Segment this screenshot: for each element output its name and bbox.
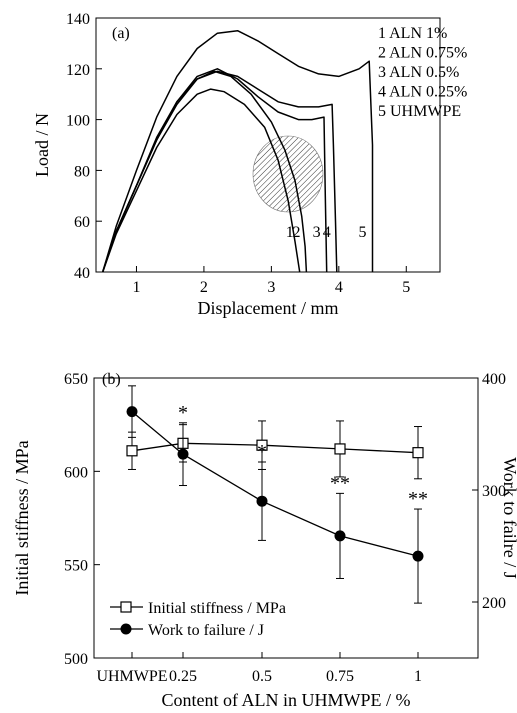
x-axis-label-b: Content of ALN in UHMWPE / % (162, 690, 411, 710)
y2-axis-label-b: Work to failre / J (500, 457, 517, 579)
chart-panel-b: (b) UHMWPE 0.25 0.5 0.75 1 500 550 600 650 200 300… (12, 371, 517, 710)
significance-marker: * (178, 402, 188, 424)
x-tick-label-a: 4 (335, 279, 343, 296)
load-curve (101, 88, 301, 273)
y-tick-label-a: 140 (66, 11, 90, 28)
stiffness-point (412, 447, 424, 459)
y-tick-label-a: 120 (66, 62, 90, 79)
hatched-failure-region (252, 135, 324, 213)
panel-label-b: (b) (102, 371, 121, 388)
load-curve (101, 29, 374, 273)
curve-end-label: 1 (286, 224, 294, 241)
x-tick-label-a: 1 (132, 279, 140, 296)
y-tick-label-b: 600 (64, 464, 88, 481)
stiffness-point (334, 443, 346, 455)
legend-b: Initial stiffness / MPa Work to failure /… (110, 600, 286, 639)
x-tick-label-b: 0.75 (326, 668, 354, 685)
work-point (334, 530, 346, 542)
y-axis-label-b: Initial stiffness / MPa (12, 440, 32, 595)
y-tick-label-b: 650 (64, 371, 88, 388)
legend-entry-a: 5 UHMWPE (378, 103, 461, 120)
panel-label-a: (a) (112, 25, 130, 42)
curve-end-label: 4 (323, 224, 331, 241)
x-tick-label-a: 2 (200, 279, 208, 296)
y-tick-label-a: 100 (66, 113, 90, 130)
x-tick-label-a: 3 (267, 279, 275, 296)
plot-frame-a (95, 17, 441, 273)
legend-entry-a: 3 ALN 0.5% (378, 64, 459, 81)
stiffness-point (126, 445, 138, 457)
y2-tick-label-b: 200 (482, 595, 506, 612)
y-tick-label-a: 80 (74, 163, 90, 180)
y-tick-label-b: 500 (64, 651, 88, 668)
legend-entry-a: 4 ALN 0.25% (378, 84, 467, 101)
legend-a: 1 ALN 1% 2 ALN 0.75% 3 ALN 0.5% 4 ALN 0.25%… (378, 25, 467, 120)
curve-end-label: 5 (359, 224, 367, 241)
work-point (126, 406, 138, 418)
legend-label-work: Work to failure / J (148, 622, 264, 639)
y2-tick-label-b: 300 (482, 483, 506, 500)
curve-end-labels-a: 12 3 4 5 (286, 224, 367, 241)
work-point (256, 495, 268, 507)
y-tick-label-a: 60 (74, 214, 90, 231)
legend-label-stiffness: Initial stiffness / MPa (148, 600, 286, 617)
work-point (412, 550, 424, 562)
load-curve (101, 70, 338, 273)
y-axis-label-a: Load / N (32, 113, 52, 177)
work-point (177, 448, 189, 460)
legend-entry-a: 1 ALN 1% (378, 25, 447, 42)
significance-marker: ** (330, 472, 350, 494)
axis-ticks-b: UHMWPE 0.25 0.5 0.75 1 500 550 600 650 200 300 400 (64, 371, 506, 685)
significance-marker: * (257, 441, 267, 463)
curve-end-label: 3 (313, 224, 321, 241)
series-line (131, 411, 419, 557)
legend-marker-work (120, 623, 132, 635)
y-tick-label-a: 40 (74, 265, 90, 282)
curves-a (101, 29, 374, 273)
significance-marker: ** (408, 488, 428, 510)
x-tick-label-b: 0.25 (169, 668, 197, 685)
y-tick-label-b: 550 (64, 558, 88, 575)
x-axis-label-a: Displacement / mm (198, 298, 339, 318)
stiffness-point (256, 439, 268, 451)
x-tick-label-b: UHMWPE (96, 668, 167, 685)
series-b (126, 385, 424, 604)
x-tick-label-a: 5 (402, 279, 410, 296)
y2-tick-label-b: 400 (482, 371, 506, 388)
legend-entry-a: 2 ALN 0.75% (378, 45, 467, 62)
x-tick-label-b: 1 (414, 668, 422, 685)
curve-end-label: 2 (292, 224, 300, 241)
legend-marker-stiffness (120, 601, 132, 613)
significance-markers-b: ****** (178, 402, 428, 510)
plot-frame-b (93, 377, 479, 659)
x-tick-label-b: 0.5 (252, 668, 272, 685)
